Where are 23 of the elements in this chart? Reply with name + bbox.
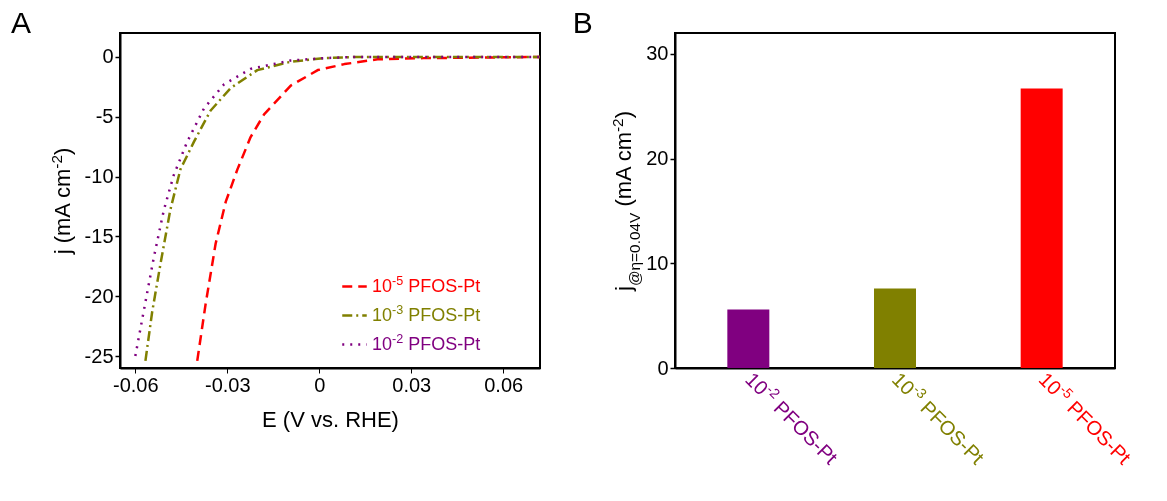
x-tick-label: 0 [314, 373, 326, 396]
chart-title: A [11, 6, 32, 39]
y-tick-label: -15 [84, 224, 114, 247]
y-tick-label: -20 [84, 284, 114, 307]
x-tick-label: -0.06 [113, 373, 159, 396]
y-tick-label: -5 [95, 105, 114, 128]
x-tick-label: 0.03 [392, 373, 432, 396]
y-tick-label: 20 [646, 147, 669, 170]
bar [727, 309, 770, 368]
x-tick-label: 0.06 [484, 373, 524, 396]
y-tick-label: 10 [646, 251, 669, 274]
x-axis-title: E (V vs. RHE) [262, 406, 399, 432]
legend-label: 10$^{-3}$ PFOS-Pt [372, 302, 481, 325]
legend-label: 10$^{-5}$ PFOS-Pt [372, 273, 481, 296]
x-tick-label: -0.03 [205, 373, 251, 396]
y-tick-label: -10 [84, 165, 114, 188]
bar [874, 288, 916, 368]
bar [1020, 88, 1063, 368]
y-tick-label: -25 [84, 344, 114, 367]
chart-title: B [572, 6, 593, 39]
legend-label: 10$^{-2}$ PFOS-Pt [372, 331, 481, 354]
y-tick-label: 30 [646, 42, 669, 65]
y-tick-label: 0 [102, 45, 114, 68]
